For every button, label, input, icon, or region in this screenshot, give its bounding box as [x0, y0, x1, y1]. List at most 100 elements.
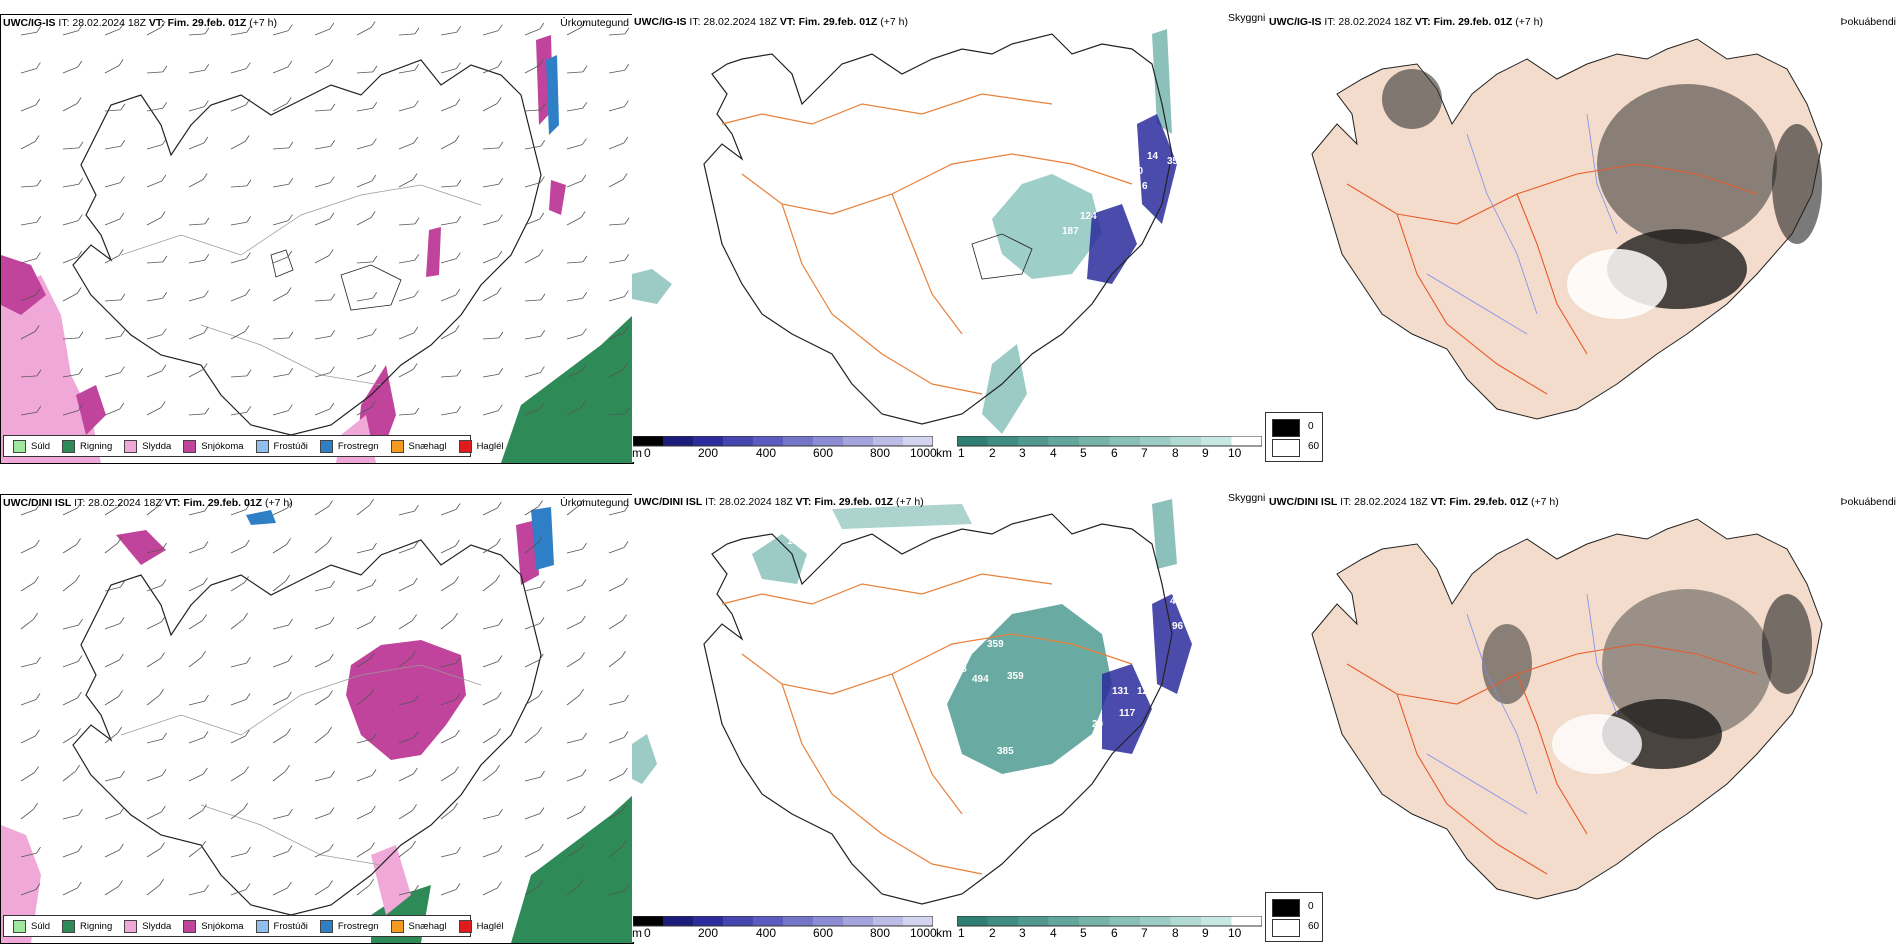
fog-light — [1567, 249, 1667, 319]
fog-panel: UWC/DINI ISL IT: 28.02.2024 18Z VT: Fim.… — [1267, 494, 1900, 942]
snow-area-2 — [116, 530, 166, 565]
wind-barb — [230, 509, 247, 516]
wind-barb — [524, 696, 539, 706]
wind-barb — [188, 620, 203, 630]
wind-barb-flag — [497, 250, 503, 258]
model-name: UWC/DINI ISL — [3, 497, 72, 509]
wind-barb-flag — [204, 884, 209, 892]
wind-barb-flag — [161, 579, 167, 586]
wind-barb-flag — [120, 293, 126, 301]
wind-barb — [20, 545, 36, 554]
wind-barb-flag — [624, 504, 629, 512]
wind-barb-flag — [582, 328, 587, 335]
wind-barb — [440, 735, 456, 744]
wind-barb — [62, 66, 78, 74]
wind-barb — [230, 141, 246, 150]
wind-barb — [314, 109, 331, 112]
fog-swatch-dark — [1272, 899, 1300, 917]
wind-barb-flag — [539, 212, 545, 220]
wind-barb-flag — [117, 726, 122, 734]
wind-barb-flag — [497, 501, 502, 509]
wind-barb-flag — [372, 65, 378, 73]
wind-barb-flag — [246, 405, 252, 413]
wind-barb-flag — [245, 98, 251, 106]
wind-barb-flag — [36, 215, 42, 223]
wind-barb-flag — [371, 364, 377, 372]
wind-barb — [314, 776, 331, 782]
wind-barb — [62, 887, 78, 896]
wind-barb — [524, 372, 541, 378]
wind-barb-flag — [288, 404, 293, 411]
wind-barb — [20, 411, 37, 416]
wind-barb — [62, 373, 79, 378]
vt-label: VT: — [779, 16, 796, 28]
panel-header: UWC/DINI ISL IT: 28.02.2024 18Z VT: Fim.… — [634, 496, 924, 508]
init-time: IT: 28.02.2024 18Z — [55, 17, 149, 29]
swatch-icon — [458, 919, 472, 933]
wind-barb — [398, 810, 413, 820]
snow-area — [1, 255, 46, 315]
wind-barb-flag — [328, 249, 334, 256]
ceiling-area — [1087, 204, 1137, 284]
wind-barb — [356, 775, 373, 782]
wind-barb-flag — [330, 366, 335, 373]
wind-barb — [62, 814, 79, 820]
wind-barb-flag — [582, 101, 588, 109]
wind-barb-flag — [624, 407, 630, 415]
wind-barb — [188, 369, 204, 378]
visibility-value-label: 96 — [1172, 621, 1184, 632]
wind-barb-flag — [456, 25, 462, 33]
fog-light — [1552, 714, 1642, 774]
visibility-value-label: 20 — [1092, 719, 1104, 730]
wind-barb — [566, 738, 583, 744]
wind-barb-flag — [456, 252, 461, 259]
wind-barb — [356, 107, 373, 112]
wind-barb-flag — [412, 363, 418, 370]
wind-barb-flag — [540, 329, 546, 337]
wind-barb-flag — [162, 732, 167, 740]
wind-barb-flag — [456, 656, 461, 664]
wind-barb-flag — [288, 24, 293, 31]
wind-barb-flag — [414, 884, 419, 892]
wind-barb-flag — [33, 802, 38, 810]
wind-barb-flag — [623, 541, 629, 548]
wind-barb-flag — [203, 577, 208, 585]
wind-barb — [104, 218, 120, 226]
model-name: UWC/IG-IS — [3, 17, 56, 29]
swatch-icon — [255, 439, 269, 453]
wind-barb — [20, 221, 37, 226]
wind-barb-flag — [454, 766, 459, 773]
wind-barb-flag — [539, 617, 545, 624]
tick-label: 9 — [1202, 926, 1209, 940]
sleet-area — [1, 275, 101, 463]
height-colorbar — [633, 916, 933, 927]
wind-barb — [20, 68, 37, 74]
wind-barb-flag — [372, 291, 378, 299]
wind-barb — [566, 334, 583, 340]
wind-barb — [356, 71, 373, 74]
wind-barb-flag — [539, 402, 545, 410]
wind-barb — [524, 109, 541, 112]
wind-barb-flag — [77, 691, 82, 699]
wind-barb-flag — [36, 25, 42, 33]
wind-barb — [398, 296, 415, 302]
visibility-value-label: 187 — [1062, 226, 1079, 237]
wind-barb — [482, 887, 498, 896]
wind-barb-flag — [330, 770, 335, 778]
wind-barb-flag — [455, 729, 460, 737]
tick-label: 1000 — [910, 926, 937, 940]
wind-barb — [272, 624, 289, 630]
wind-barb-flag — [287, 501, 292, 509]
wind-barb-flag — [159, 688, 164, 696]
legend-item-snaehagl: Snæhagl — [390, 919, 447, 933]
freezing-rain-area-2 — [246, 510, 276, 525]
wind-barb — [566, 71, 583, 74]
wind-barb-flag — [622, 614, 627, 621]
wind-barb-flag — [372, 732, 377, 740]
wind-barb-flag — [77, 501, 82, 509]
fog-swatch-light — [1272, 919, 1300, 937]
legend-item-snjokoma: Snjókoma — [183, 439, 244, 453]
wind-barb-flag — [498, 214, 503, 221]
wind-barb-flag — [540, 770, 545, 778]
wind-barb-flag — [455, 288, 461, 296]
